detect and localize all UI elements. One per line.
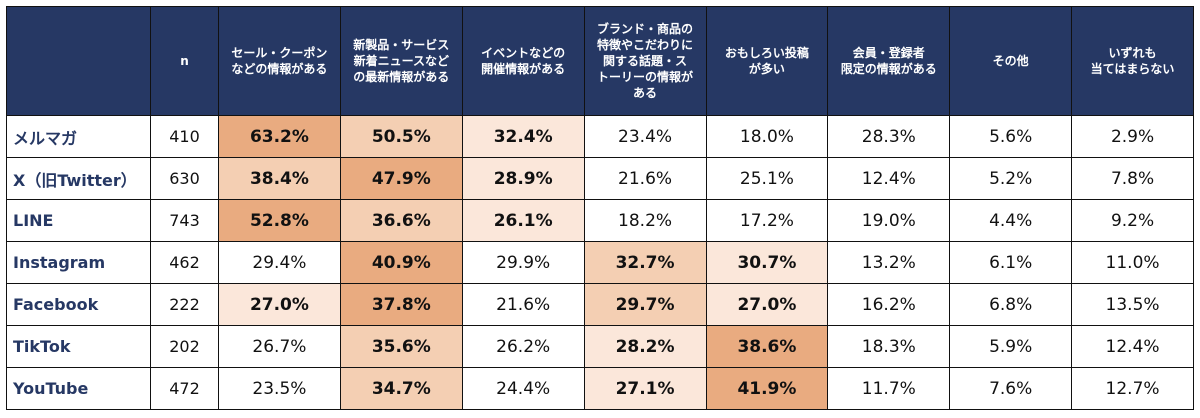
table-cell: 7.8% — [1071, 157, 1194, 200]
data-table: n セール・クーポン などの情報がある 新製品・サービス 新着ニュースなど の最新情… — [6, 6, 1194, 410]
table-cell: 12.4% — [1071, 325, 1194, 368]
row-label: YouTube — [6, 367, 151, 410]
table-cell: 26.7% — [218, 325, 341, 368]
table-cell: 5.6% — [949, 115, 1073, 158]
table-cell: 27.0% — [218, 283, 341, 326]
table-cell: 35.6% — [339, 325, 463, 368]
row-label: TikTok — [6, 325, 151, 368]
table-cell: 11.0% — [1071, 241, 1194, 284]
table-cell: 38.6% — [705, 325, 829, 368]
table-cell: 5.2% — [949, 157, 1073, 200]
table-cell: 12.4% — [827, 157, 951, 200]
table-cell: 40.9% — [339, 241, 463, 284]
column-header: イベントなどの 開催情報がある — [461, 6, 585, 116]
table-cell: 23.4% — [583, 115, 707, 158]
sample-size: 410 — [150, 115, 219, 158]
table-cell: 32.4% — [461, 115, 585, 158]
table-cell: 50.5% — [339, 115, 463, 158]
table-cell: 11.7% — [827, 367, 951, 410]
table-cell: 37.8% — [339, 283, 463, 326]
table-cell: 30.7% — [705, 241, 829, 284]
table-cell: 21.6% — [461, 283, 585, 326]
table-cell: 18.3% — [827, 325, 951, 368]
table-cell: 38.4% — [218, 157, 341, 200]
corner-header — [6, 6, 151, 116]
row-label: メルマガ — [6, 115, 151, 158]
row-label: Instagram — [6, 241, 151, 284]
column-header: 新製品・サービス 新着ニュースなど の最新情報がある — [339, 6, 463, 116]
table-cell: 26.2% — [461, 325, 585, 368]
table-cell: 29.9% — [461, 241, 585, 284]
table-cell: 28.9% — [461, 157, 585, 200]
sample-size: 462 — [150, 241, 219, 284]
sample-size: 222 — [150, 283, 219, 326]
table-cell: 34.7% — [339, 367, 463, 410]
table-cell: 24.4% — [461, 367, 585, 410]
table-cell: 7.6% — [949, 367, 1073, 410]
sample-size: 472 — [150, 367, 219, 410]
table-cell: 27.1% — [583, 367, 707, 410]
table-row: LINE 743 52.8% 36.6% 26.1% 18.2% 17.2% 19.0% 4.4… — [6, 199, 1194, 242]
n-header: n — [150, 6, 219, 116]
table-cell: 28.3% — [827, 115, 951, 158]
table-cell: 12.7% — [1071, 367, 1194, 410]
table-row: Instagram 462 29.4% 40.9% 29.9% 32.7% 30.7% 13.… — [6, 241, 1194, 284]
column-header: おもしろい投稿 が多い — [705, 6, 829, 116]
table-cell: 29.4% — [218, 241, 341, 284]
table-cell: 52.8% — [218, 199, 341, 242]
table-cell: 63.2% — [218, 115, 341, 158]
sample-size: 743 — [150, 199, 219, 242]
column-header: いずれも 当てはまらない — [1071, 6, 1194, 116]
table-cell: 26.1% — [461, 199, 585, 242]
column-header: ブランド・商品の 特徴やこだわりに 関する話題・ス トーリーの情報が ある — [583, 6, 707, 116]
table-cell: 36.6% — [339, 199, 463, 242]
header-row: n セール・クーポン などの情報がある 新製品・サービス 新着ニュースなど の最新情… — [6, 6, 1194, 116]
row-label: LINE — [6, 199, 151, 242]
table-cell: 23.5% — [218, 367, 341, 410]
table-row: Facebook 222 27.0% 37.8% 21.6% 29.7% 27.0% 16.2… — [6, 283, 1194, 326]
table-cell: 21.6% — [583, 157, 707, 200]
table-row: メルマガ 410 63.2% 50.5% 32.4% 23.4% 18.0% 28.3% 5.6… — [6, 115, 1194, 158]
table-cell: 5.9% — [949, 325, 1073, 368]
table-cell: 16.2% — [827, 283, 951, 326]
table-cell: 19.0% — [827, 199, 951, 242]
table-cell: 9.2% — [1071, 199, 1194, 242]
column-header: その他 — [949, 6, 1073, 116]
table-row: TikTok 202 26.7% 35.6% 26.2% 28.2% 38.6% 18.3% 5… — [6, 325, 1194, 368]
table-cell: 18.2% — [583, 199, 707, 242]
table-cell: 25.1% — [705, 157, 829, 200]
row-label: X（旧Twitter） — [6, 157, 151, 200]
sample-size: 202 — [150, 325, 219, 368]
table-cell: 13.2% — [827, 241, 951, 284]
table-cell: 29.7% — [583, 283, 707, 326]
table-cell: 28.2% — [583, 325, 707, 368]
table-cell: 47.9% — [339, 157, 463, 200]
table-row: X（旧Twitter） 630 38.4% 47.9% 28.9% 21.6% 25.1% 1… — [6, 157, 1194, 200]
table-cell: 13.5% — [1071, 283, 1194, 326]
row-label: Facebook — [6, 283, 151, 326]
table-cell: 32.7% — [583, 241, 707, 284]
table-cell: 18.0% — [705, 115, 829, 158]
sample-size: 630 — [150, 157, 219, 200]
table-row: YouTube 472 23.5% 34.7% 24.4% 27.1% 41.9% 11.7%… — [6, 367, 1194, 410]
column-header: 会員・登録者 限定の情報がある — [827, 6, 951, 116]
table-cell: 17.2% — [705, 199, 829, 242]
table-cell: 6.8% — [949, 283, 1073, 326]
table-cell: 4.4% — [949, 199, 1073, 242]
table-cell: 27.0% — [705, 283, 829, 326]
table-cell: 41.9% — [705, 367, 829, 410]
column-header: セール・クーポン などの情報がある — [218, 6, 341, 116]
table-cell: 2.9% — [1071, 115, 1194, 158]
table-cell: 6.1% — [949, 241, 1073, 284]
